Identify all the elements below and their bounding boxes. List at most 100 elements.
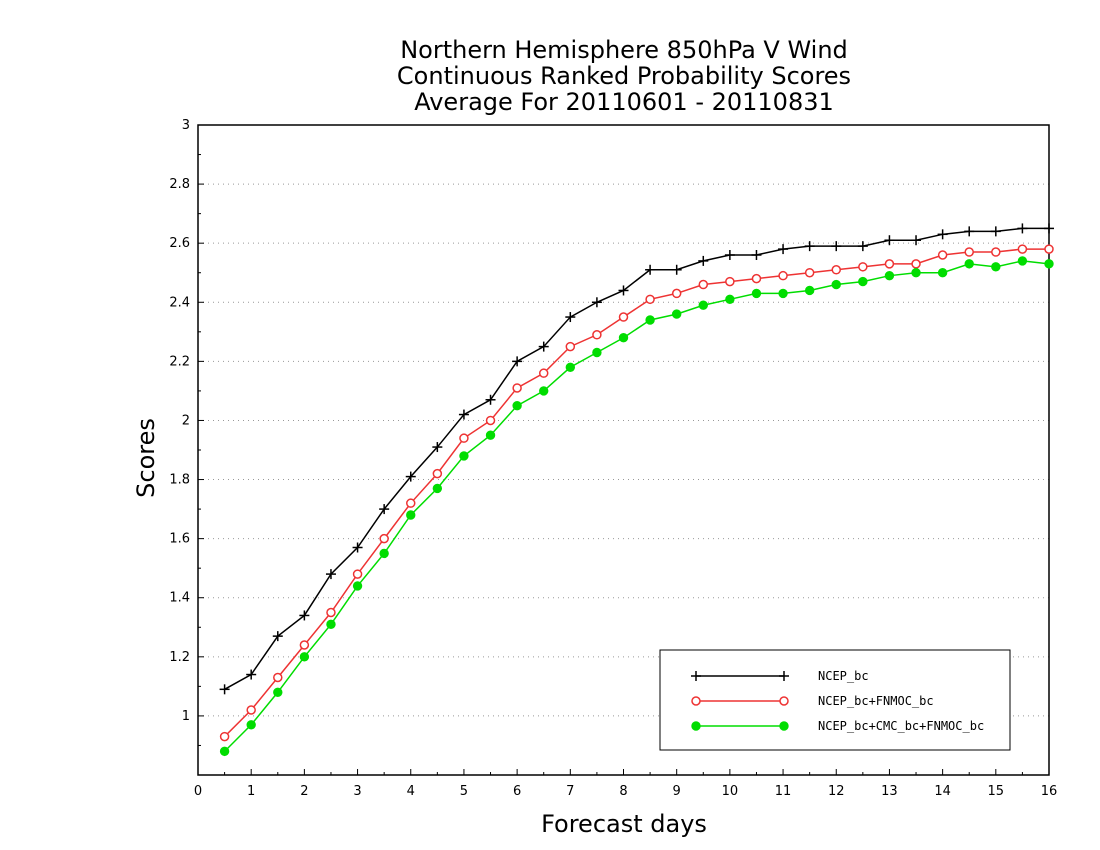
y-tick-label: 1.2 bbox=[169, 650, 190, 665]
legend-item: NCEP_bc+CMC_bc+FNMOC_bc bbox=[691, 719, 984, 733]
data-point bbox=[991, 247, 1001, 257]
x-tick-label: 6 bbox=[513, 784, 521, 799]
grid-lines bbox=[198, 183, 1049, 717]
x-tick-label: 14 bbox=[934, 784, 951, 799]
data-point bbox=[379, 504, 390, 515]
data-point bbox=[1044, 223, 1054, 234]
data-point bbox=[1044, 244, 1054, 254]
data-point bbox=[458, 409, 469, 420]
legend-box bbox=[659, 649, 1011, 751]
data-point bbox=[1017, 244, 1028, 254]
data-point bbox=[459, 433, 469, 443]
data-point bbox=[884, 270, 895, 281]
legend-item: NCEP_bc bbox=[691, 669, 869, 683]
data-point bbox=[751, 288, 762, 299]
data-point bbox=[352, 581, 363, 591]
data-point bbox=[779, 696, 789, 706]
data-point bbox=[937, 250, 948, 260]
data-point bbox=[911, 268, 921, 278]
data-point bbox=[273, 687, 283, 697]
data-point bbox=[299, 652, 310, 662]
data-point bbox=[459, 451, 469, 461]
data-point bbox=[299, 640, 310, 650]
data-point bbox=[911, 259, 921, 269]
y-tick-label: 1.4 bbox=[169, 591, 190, 606]
data-point bbox=[273, 672, 283, 683]
x-axis-label: Forecast days bbox=[541, 810, 707, 838]
data-point bbox=[778, 270, 788, 281]
data-point bbox=[592, 347, 602, 358]
data-point bbox=[671, 264, 682, 275]
data-point bbox=[512, 356, 523, 367]
y-tick-label: 2.2 bbox=[169, 354, 190, 369]
data-point bbox=[990, 226, 1001, 237]
data-point bbox=[219, 731, 230, 742]
data-point bbox=[512, 383, 522, 393]
data-point bbox=[379, 548, 389, 559]
legend-label: NCEP_bc bbox=[818, 669, 869, 683]
y-tick-label: 2 bbox=[182, 413, 190, 428]
data-point bbox=[485, 415, 496, 426]
x-tick-label: 4 bbox=[407, 784, 415, 799]
y-tick-label: 2.4 bbox=[169, 295, 190, 310]
data-point bbox=[326, 607, 336, 618]
data-point bbox=[565, 341, 576, 352]
data-point bbox=[804, 285, 815, 296]
legend-label: NCEP_bc+FNMOC_bc bbox=[818, 694, 934, 708]
data-point bbox=[698, 300, 708, 310]
data-point bbox=[512, 400, 522, 411]
data-point bbox=[691, 671, 701, 681]
data-point bbox=[964, 226, 975, 237]
x-tick-label: 3 bbox=[353, 784, 361, 799]
x-tick-label: 9 bbox=[673, 784, 681, 799]
data-point bbox=[618, 333, 629, 343]
data-point bbox=[618, 285, 629, 296]
data-point bbox=[911, 235, 922, 246]
data-point bbox=[406, 510, 416, 520]
title-line-3: Average For 20110601 - 20110831 bbox=[414, 88, 834, 116]
y-tick-label: 1.8 bbox=[169, 473, 190, 488]
data-point bbox=[645, 294, 655, 305]
data-point bbox=[592, 330, 602, 340]
data-point bbox=[937, 268, 948, 278]
x-tick-label: 16 bbox=[1041, 784, 1058, 799]
x-tick-label: 7 bbox=[566, 784, 574, 799]
data-point bbox=[538, 341, 549, 352]
x-tick-label: 12 bbox=[828, 784, 845, 799]
data-point bbox=[831, 279, 841, 290]
series-group bbox=[219, 223, 1054, 757]
data-point bbox=[964, 247, 974, 257]
x-tick-label: 2 bbox=[300, 784, 308, 799]
chart-title: Northern Hemisphere 850hPa V Wind Contin… bbox=[397, 36, 851, 116]
data-point bbox=[352, 542, 363, 553]
data-point bbox=[831, 265, 841, 275]
data-point bbox=[352, 569, 363, 579]
data-point bbox=[406, 498, 416, 508]
data-point bbox=[691, 721, 701, 731]
series-ncep-bc-cmc-bc-fnmoc-bc bbox=[219, 256, 1054, 757]
data-point bbox=[432, 468, 443, 479]
y-axis-label: Scores bbox=[132, 418, 160, 498]
data-point bbox=[565, 312, 576, 323]
data-point bbox=[698, 255, 709, 266]
data-point bbox=[778, 244, 789, 255]
legend: NCEP_bc NCEP_bc+FNMOC_bc NCEP_bc+CMC_bc+FN… bbox=[659, 649, 1011, 751]
data-point bbox=[804, 241, 815, 252]
data-point bbox=[691, 696, 701, 706]
series-line bbox=[224, 227, 1049, 690]
data-point bbox=[751, 273, 762, 284]
x-tick-label: 8 bbox=[619, 784, 627, 799]
data-point bbox=[405, 471, 416, 482]
data-point bbox=[379, 533, 389, 544]
legend-item: NCEP_bc+FNMOC_bc bbox=[691, 694, 934, 708]
x-tick-label: 0 bbox=[194, 784, 202, 799]
title-line-2: Continuous Ranked Probability Scores bbox=[397, 62, 851, 90]
data-point bbox=[884, 235, 895, 246]
x-tick-label: 10 bbox=[722, 784, 739, 799]
data-point bbox=[858, 276, 868, 287]
data-point bbox=[246, 720, 256, 730]
data-point bbox=[671, 288, 682, 299]
data-point bbox=[539, 386, 549, 396]
data-point bbox=[645, 264, 656, 275]
